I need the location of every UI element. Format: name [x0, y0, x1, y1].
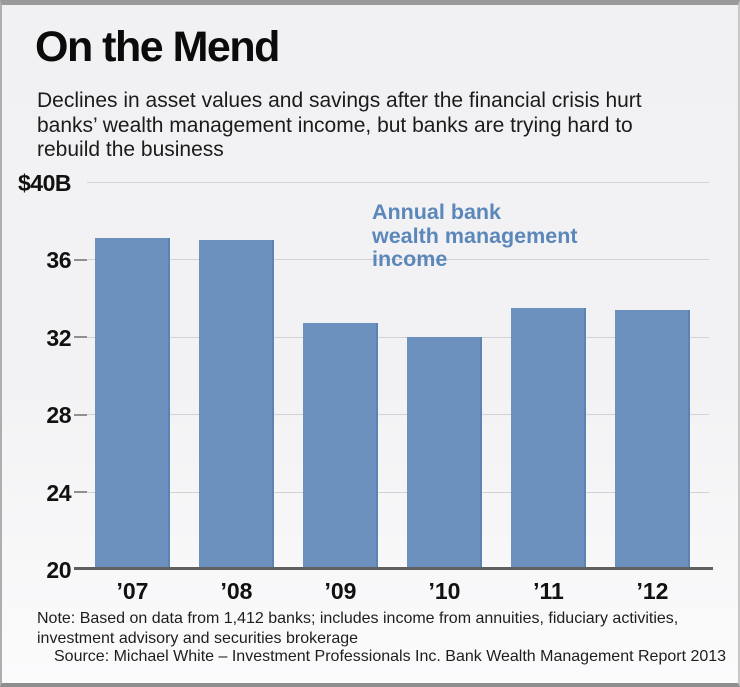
bar-08 — [199, 240, 274, 569]
bar-10 — [407, 336, 482, 569]
x-axis-label-4: ’11 — [533, 578, 564, 604]
y-axis-label-36: 36 — [46, 247, 71, 274]
y-axis-label-28: 28 — [46, 402, 71, 429]
note-text: Note: Based on data from 1,412 banks; in… — [37, 610, 679, 647]
gridline-28 — [87, 414, 709, 416]
x-axis-label-5: ’12 — [636, 578, 669, 604]
source-text: Source: Michael White – Investment Profe… — [54, 648, 727, 665]
y-axis-label-20: 20 — [46, 557, 71, 583]
y-axis-tick-32 — [74, 336, 87, 339]
bar-chart-plot-area: $40B 36 32 28 24 20 ’07 ’08 ’09 ’10 ’11 ’12 — [18, 170, 713, 604]
y-axis-tick-24 — [74, 491, 87, 494]
y-axis-label-24: 24 — [46, 479, 71, 506]
x-axis-label-3: ’10 — [428, 578, 461, 604]
bar-12 — [615, 309, 690, 569]
x-axis-label-0: ’07 — [116, 578, 149, 604]
bar-09 — [303, 323, 378, 569]
page-title: On the Mend — [35, 23, 280, 71]
legend-line-3: income — [372, 247, 448, 271]
gridline-40 — [87, 182, 709, 183]
x-axis-label-2: ’09 — [324, 578, 357, 604]
chart-legend: Annual bank wealth management income — [372, 200, 578, 272]
y-axis-tick-28 — [74, 413, 87, 416]
gridline-36 — [87, 259, 709, 261]
x-axis-label-1: ’08 — [220, 578, 253, 604]
chart-subtitle: Declines in asset values and savings aft… — [37, 89, 642, 161]
gridline-24 — [87, 491, 709, 493]
gridline-32 — [87, 336, 709, 338]
y-axis-label-40: $40B — [18, 170, 71, 196]
legend-line-1: Annual bank — [372, 200, 502, 224]
y-axis-tick-36 — [74, 258, 87, 261]
y-axis-label-32: 32 — [46, 324, 71, 351]
bar-11 — [511, 307, 586, 569]
bar-07 — [95, 238, 170, 569]
legend-line-2: wealth management — [372, 223, 578, 248]
x-axis-baseline — [74, 567, 713, 570]
